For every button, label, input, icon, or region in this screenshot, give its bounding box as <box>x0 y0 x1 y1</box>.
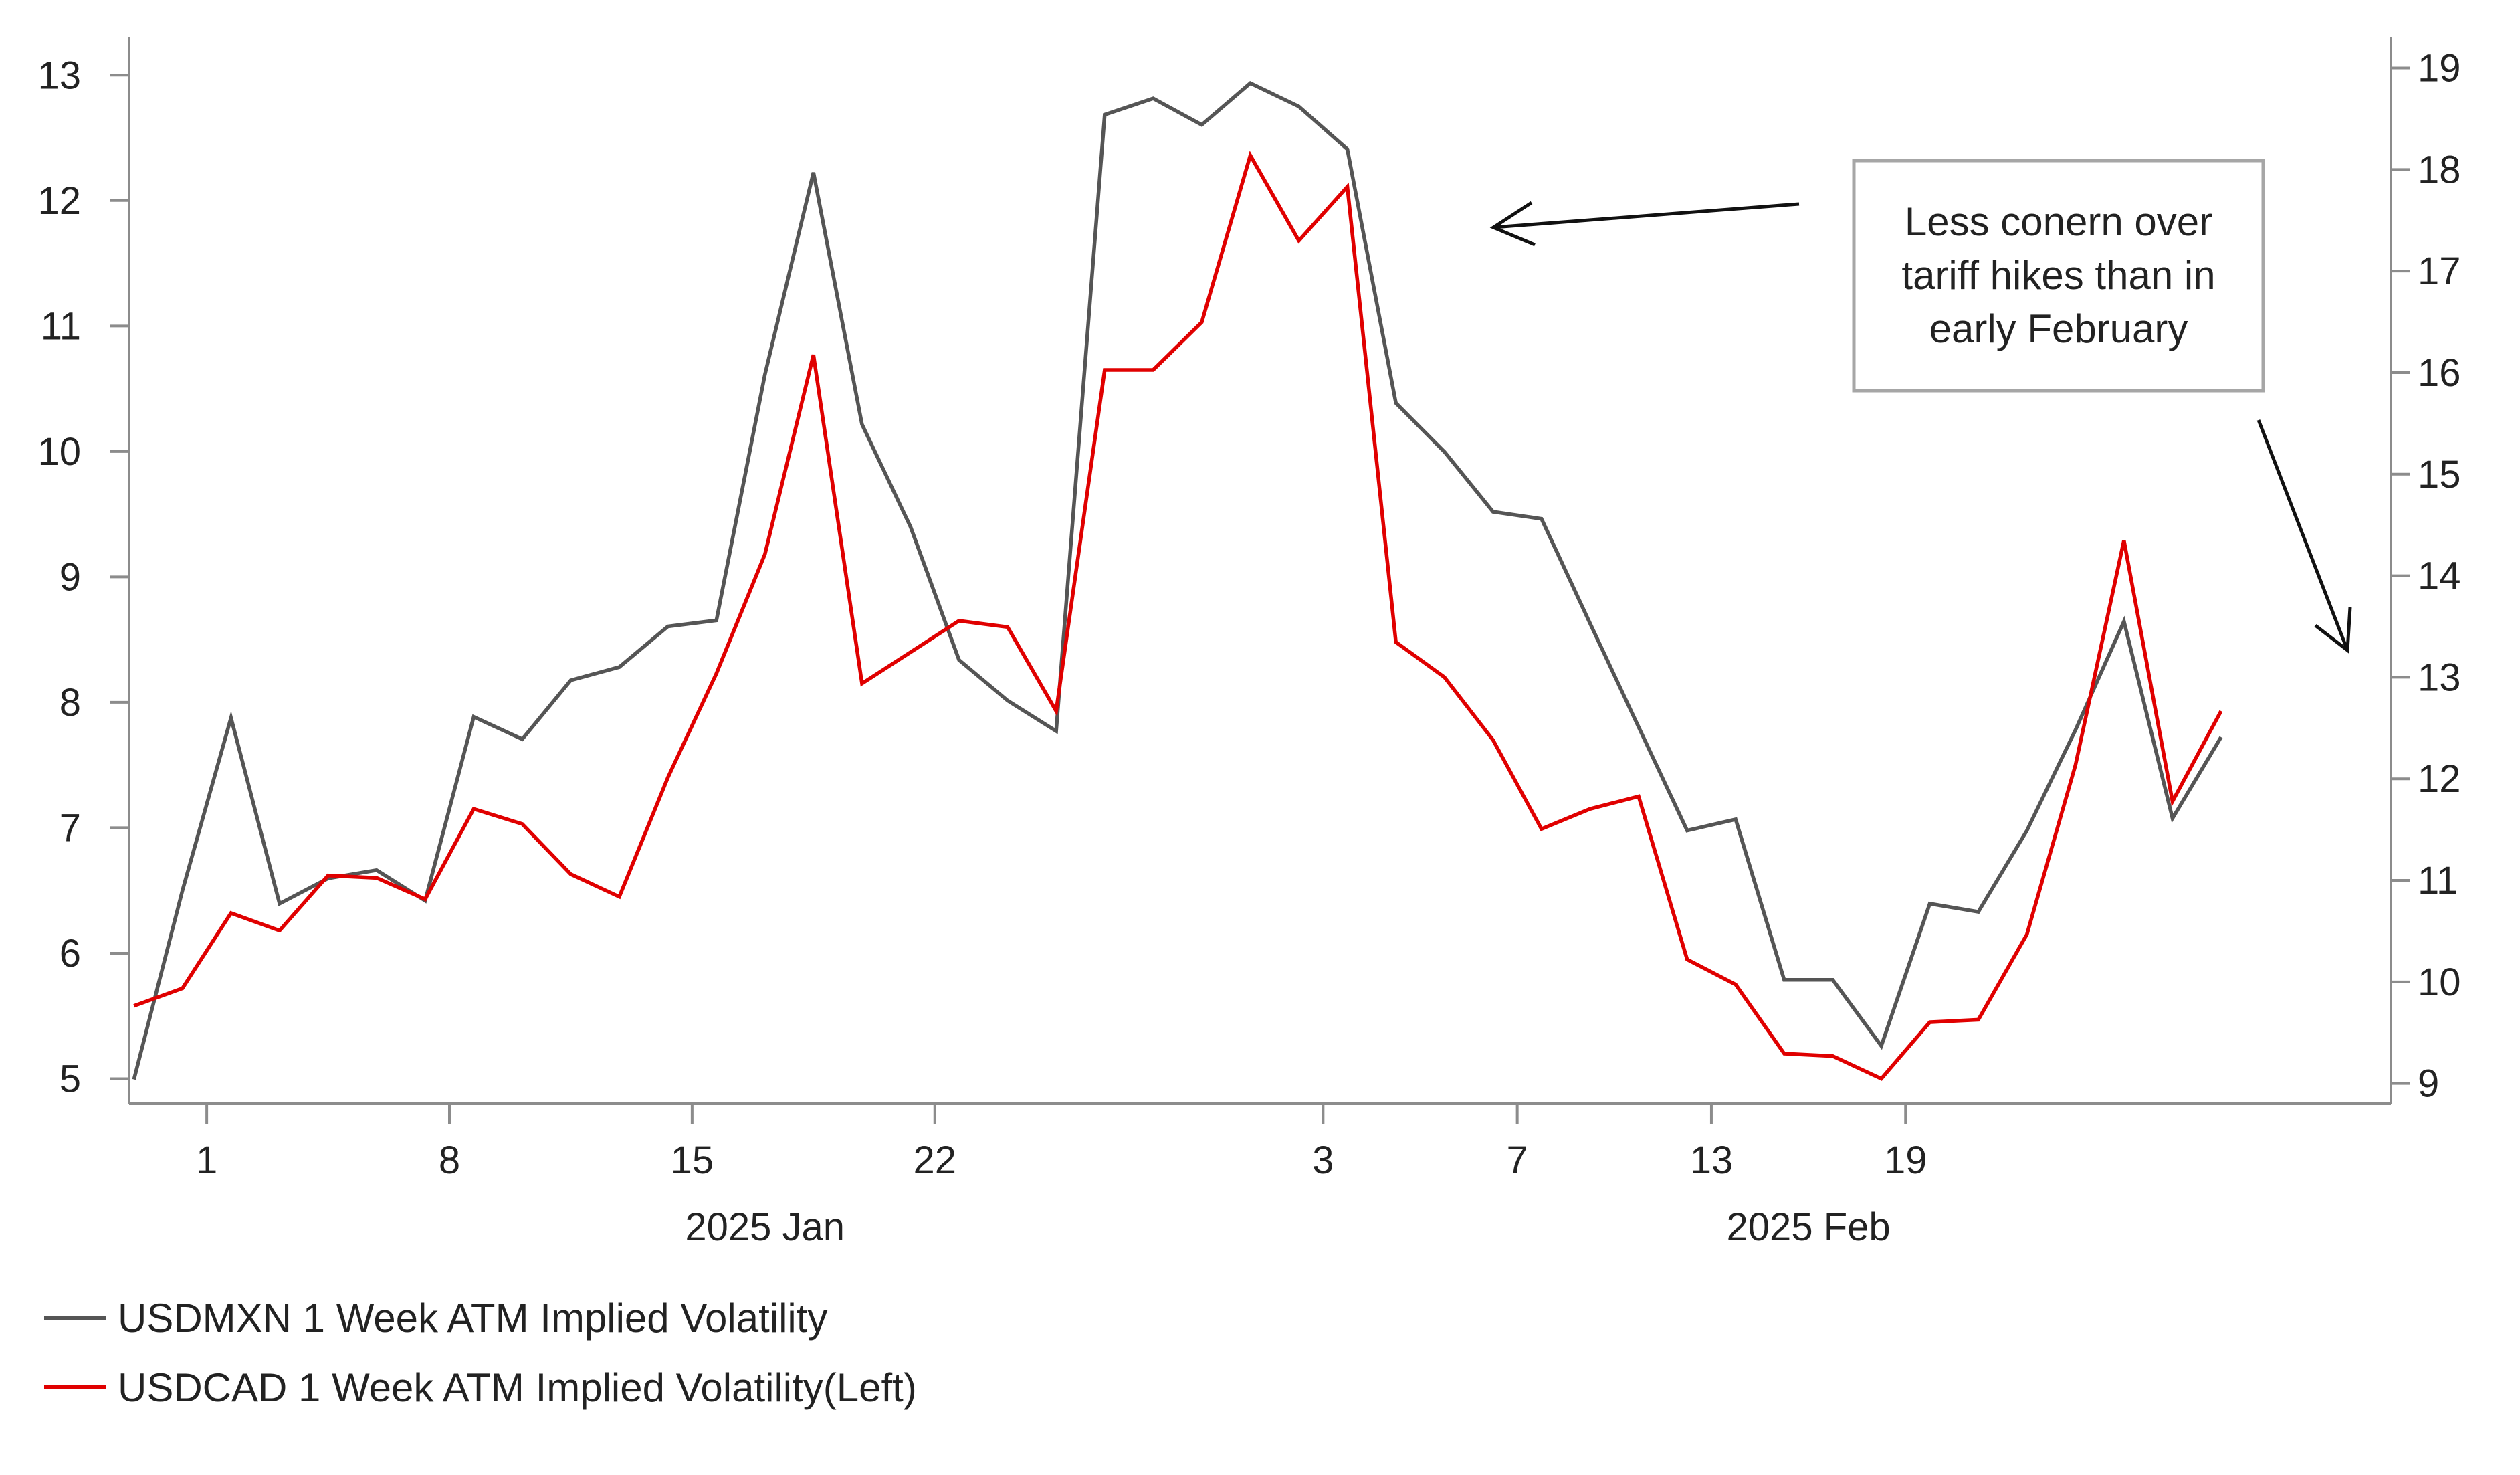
left-y-tick-label: 12 <box>37 179 81 223</box>
arrowhead-down <box>2314 607 2352 654</box>
left-y-tick-label: 10 <box>37 430 81 474</box>
annotation-text-line: Less conern over <box>1905 199 2212 244</box>
series-line-usdmxn <box>132 81 2223 1080</box>
right-y-tick-label: 19 <box>2418 47 2461 90</box>
right-y-tick-label: 13 <box>2418 656 2461 699</box>
annotation-layer: Less conern over tariff hikes than in earl… <box>1489 159 2352 654</box>
x-tick-label: 22 <box>913 1139 956 1182</box>
annotation-text-line: tariff hikes than in <box>1901 253 2215 298</box>
legend-label-usdcad: USDCAD 1 Week ATM Implied Volatility(Lef… <box>118 1365 917 1410</box>
x-tick-label: 8 <box>439 1139 460 1182</box>
series-line-usdcad <box>133 151 2223 1081</box>
left-y-tick-label: 5 <box>60 1057 81 1100</box>
left-y-tick-label: 13 <box>37 54 81 97</box>
x-tick-label: 3 <box>1312 1139 1334 1182</box>
x-tick-label: 13 <box>1690 1139 1734 1182</box>
x-group-label: 2025 Jan <box>685 1205 845 1249</box>
x-tick-label: 19 <box>1884 1139 1927 1182</box>
annotation-box <box>1852 159 2265 393</box>
right-y-tick-label: 10 <box>2418 961 2461 1004</box>
x-tick-label: 15 <box>671 1139 714 1182</box>
right-y-tick-label: 17 <box>2418 250 2461 293</box>
right-y-tick-label: 9 <box>2418 1062 2439 1106</box>
right-y-tick-label: 18 <box>2418 148 2461 191</box>
legend: USDMXN 1 Week ATM Implied Volatility USDC… <box>44 1296 917 1410</box>
x-tick-label: 1 <box>196 1139 217 1182</box>
series-layer <box>132 81 2223 1081</box>
annotation-arrow-down <box>2256 419 2349 651</box>
right-y-tick-label: 12 <box>2418 757 2461 801</box>
left-y-tick-label: 9 <box>60 555 81 599</box>
right-y-tick-label: 16 <box>2418 351 2461 395</box>
x-tick-label: 7 <box>1507 1139 1528 1182</box>
left-y-tick-label: 11 <box>41 304 81 348</box>
arrowhead-left <box>1489 201 1536 247</box>
left-y-tick-label: 6 <box>60 932 81 975</box>
right-y-tick-label: 11 <box>2418 859 2458 902</box>
right-y-tick-label: 15 <box>2418 453 2461 496</box>
left-y-tick-label: 8 <box>60 681 81 724</box>
annotation-arrow-left <box>1493 202 1800 229</box>
annotation-text-line: early February <box>1929 306 2188 351</box>
legend-label-usdmxn: USDMXN 1 Week ATM Implied Volatility <box>118 1296 827 1341</box>
right-y-tick-label: 14 <box>2418 555 2461 598</box>
x-group-label: 2025 Feb <box>1727 1205 1891 1249</box>
left-y-tick-label: 7 <box>60 806 81 850</box>
